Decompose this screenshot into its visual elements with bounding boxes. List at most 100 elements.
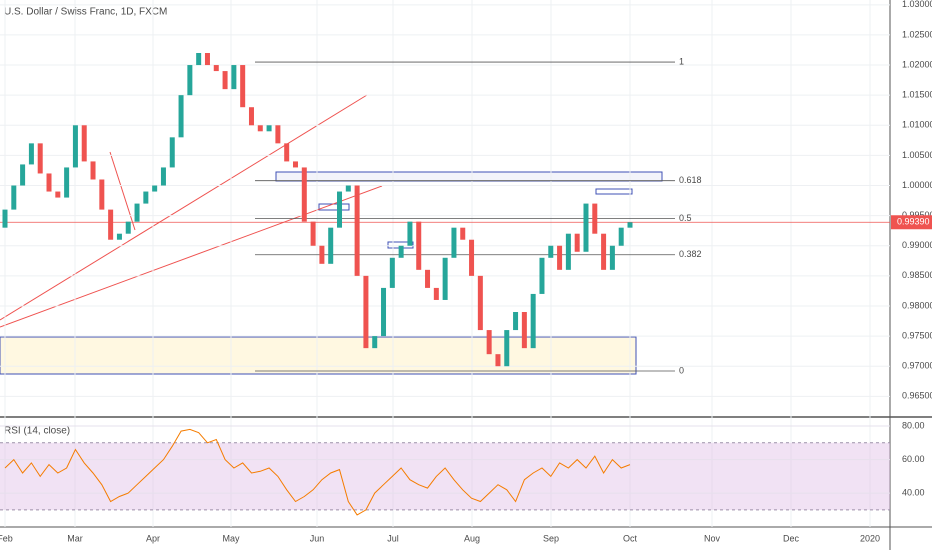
candle xyxy=(530,293,536,349)
candle xyxy=(81,125,87,162)
candle xyxy=(337,191,343,228)
candle xyxy=(204,53,210,66)
candle xyxy=(64,167,70,198)
candle xyxy=(425,269,431,288)
x-tick-label: 2020 xyxy=(860,533,880,543)
candle xyxy=(257,125,263,132)
y-tick-label: 1.01500 xyxy=(902,90,932,100)
candle xyxy=(521,312,527,349)
candle xyxy=(55,191,61,198)
y-tick-label: 1.00500 xyxy=(902,150,932,160)
y-tick-label: 1.00000 xyxy=(902,180,932,190)
candle xyxy=(46,173,52,192)
candle xyxy=(345,185,351,192)
candle xyxy=(565,233,571,270)
candle xyxy=(548,245,554,258)
x-tick-label: Oct xyxy=(623,533,638,543)
candle xyxy=(20,164,26,186)
y-tick-label: 0.98000 xyxy=(902,300,932,310)
y-tick-label: 1.02000 xyxy=(902,59,932,69)
candle xyxy=(469,239,475,276)
candle xyxy=(134,203,140,222)
candle xyxy=(292,161,298,168)
x-tick-label: Aug xyxy=(464,533,480,543)
candle xyxy=(372,336,378,349)
candle xyxy=(407,221,413,246)
candle xyxy=(108,209,114,240)
candle xyxy=(319,245,325,264)
candle xyxy=(504,330,510,367)
candle xyxy=(310,221,316,246)
candle xyxy=(513,312,519,331)
y-tick-label: 40.00 xyxy=(902,488,925,498)
candle xyxy=(592,203,598,234)
trend-line xyxy=(109,151,136,231)
x-tick-label: Jul xyxy=(387,533,399,543)
candle xyxy=(477,275,483,331)
candle xyxy=(2,209,8,228)
last-price-label: 0.99390 xyxy=(897,217,930,227)
y-tick-label: 0.99000 xyxy=(902,240,932,250)
candle xyxy=(557,245,563,270)
y-tick-label: 0.97000 xyxy=(902,361,932,371)
candle xyxy=(72,125,78,168)
candle xyxy=(442,257,448,300)
candle xyxy=(618,227,624,246)
y-tick-label: 0.96500 xyxy=(902,391,932,401)
y-tick-label: 1.02500 xyxy=(902,29,932,39)
x-tick-label: Jun xyxy=(310,533,325,543)
trend-line xyxy=(0,94,368,321)
x-tick-label: Nov xyxy=(704,533,721,543)
x-tick-label: Mar xyxy=(67,533,83,543)
candle xyxy=(37,143,43,174)
candle xyxy=(222,71,228,90)
candle xyxy=(178,95,184,138)
candle xyxy=(389,257,395,288)
x-tick-label: Sep xyxy=(543,533,559,543)
fib-label: 0 xyxy=(679,365,684,375)
candle xyxy=(583,203,589,252)
y-tick-label: 60.00 xyxy=(902,454,925,464)
candle xyxy=(627,222,633,228)
y-tick-label: 0.99500 xyxy=(902,210,932,220)
fib-label: 0.382 xyxy=(679,249,702,259)
candle xyxy=(187,65,193,96)
candle xyxy=(460,227,466,240)
candle xyxy=(354,185,360,276)
candle xyxy=(363,275,369,349)
candle xyxy=(433,287,439,300)
candle xyxy=(381,287,387,337)
candle xyxy=(266,125,272,132)
candle xyxy=(301,167,307,222)
candle xyxy=(601,233,607,270)
x-tick-label: Apr xyxy=(146,533,160,543)
y-tick-label: 1.03000 xyxy=(902,0,932,9)
candle xyxy=(143,191,149,204)
candle xyxy=(125,221,131,234)
y-tick-label: 0.98500 xyxy=(902,270,932,280)
y-tick-label: 0.97500 xyxy=(902,330,932,340)
candle xyxy=(116,233,122,240)
candle xyxy=(248,107,254,126)
fib-label: 1 xyxy=(679,56,684,66)
candle xyxy=(416,221,422,270)
candle xyxy=(486,330,492,355)
rsi-title: RSI (14, close) xyxy=(4,426,70,437)
candle xyxy=(152,185,158,192)
y-tick-label: 80.00 xyxy=(902,420,925,430)
candle xyxy=(495,354,501,367)
zone-box xyxy=(275,171,663,182)
last-price-tag xyxy=(891,215,932,230)
candle xyxy=(28,143,34,165)
x-tick-label: May xyxy=(222,533,240,543)
candle xyxy=(451,227,457,258)
candle xyxy=(574,233,580,252)
candle xyxy=(328,227,334,264)
x-tick-label: Feb xyxy=(0,533,13,543)
fib-label: 0.5 xyxy=(679,213,692,223)
candle xyxy=(240,65,246,108)
y-tick-label: 1.01000 xyxy=(902,120,932,130)
fib-label: 0.618 xyxy=(679,175,702,185)
